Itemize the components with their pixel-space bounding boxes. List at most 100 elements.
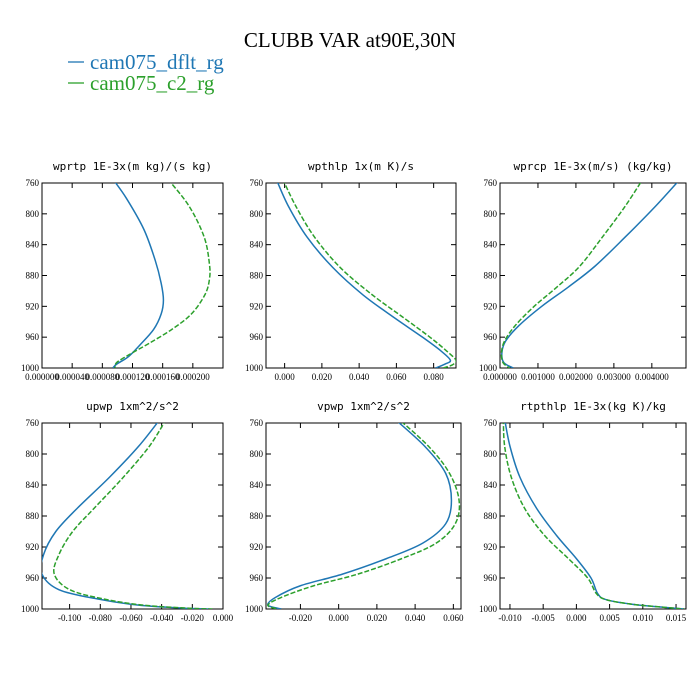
panels: wprtp 1E-3x(m kg)/(s kg) 760 800 840 880 920 9…	[21, 160, 687, 623]
y-tick-label: 1000	[21, 363, 40, 373]
x-tick-label: -0.100	[58, 613, 82, 623]
y-tick-label: 880	[26, 511, 40, 521]
panel-4: upwp 1xm^2/s^2 760 800 840 880 920 960 1000 -0.1…	[21, 400, 234, 623]
y-tick-label: 960	[26, 332, 40, 342]
y-tick-label: 760	[26, 178, 40, 188]
y-tick-label: 960	[250, 573, 264, 583]
y-tick-label: 800	[26, 449, 40, 459]
y-tick-label: 1000	[245, 363, 264, 373]
y-tick-label: 840	[26, 480, 40, 490]
y-tick-label: 1000	[479, 604, 498, 614]
x-tick-label: 0.000	[329, 613, 350, 623]
x-tick-label: -0.060	[119, 613, 143, 623]
x-tick-label: 0.001000	[521, 372, 555, 382]
y-tick-label: 920	[484, 301, 498, 311]
x-tick-label: 0.020	[367, 613, 388, 623]
series-line-c2	[502, 423, 685, 609]
panel-1: wprtp 1E-3x(m kg)/(s kg) 760 800 840 880 920 9…	[21, 160, 224, 382]
y-tick-label: 920	[484, 542, 498, 552]
y-tick-label: 800	[250, 449, 264, 459]
x-tick-label: -0.005	[532, 613, 556, 623]
panel-title: rtpthlp 1E-3x(kg K)/kg	[520, 400, 666, 413]
series-line-dflt	[42, 423, 210, 609]
panel-5: vpwp 1xm^2/s^2 760 800 840 880 920 960 1000 -0.0…	[245, 400, 464, 623]
series-line-dflt	[267, 423, 453, 609]
x-tick-label: 0.000200	[176, 372, 210, 382]
y-tick-label: 840	[250, 480, 264, 490]
x-tick-label: 0.010	[633, 613, 654, 623]
y-tick-label: 920	[250, 542, 264, 552]
y-tick-label: 800	[26, 209, 40, 219]
y-tick-label: 840	[484, 240, 498, 250]
series-line-c2	[114, 183, 211, 368]
y-tick-label: 1000	[245, 604, 264, 614]
x-tick-label: 0.000000	[483, 372, 517, 382]
y-tick-label: 920	[250, 301, 264, 311]
x-tick-label: -0.010	[498, 613, 522, 623]
panel-title: upwp 1xm^2/s^2	[86, 400, 179, 413]
x-tick-label: 0.000120	[116, 372, 150, 382]
x-tick-label: 0.080	[424, 372, 445, 382]
series-line-dflt	[501, 183, 678, 368]
y-tick-label: 800	[250, 209, 264, 219]
series-line-dflt	[504, 423, 685, 609]
y-tick-label: 760	[484, 418, 498, 428]
y-tick-label: 760	[250, 178, 264, 188]
y-tick-label: 960	[250, 332, 264, 342]
x-tick-label: 0.015	[666, 613, 687, 623]
series-line-dflt	[112, 183, 165, 368]
y-tick-label: 880	[484, 511, 498, 521]
y-tick-label: 800	[484, 209, 498, 219]
y-tick-label: 840	[26, 240, 40, 250]
panel-2: wpthlp 1x(m K)/s 760 800 840 880 920 960 1000 0.…	[245, 160, 457, 382]
x-tick-label: 0.005	[599, 613, 620, 623]
x-tick-label: 0.000080	[85, 372, 119, 382]
x-tick-label: -0.020	[289, 613, 313, 623]
panel-title: vpwp 1xm^2/s^2	[317, 400, 410, 413]
series-line-c2	[53, 423, 213, 609]
y-tick-label: 760	[484, 178, 498, 188]
y-tick-label: 760	[250, 418, 264, 428]
y-tick-label: 760	[26, 418, 40, 428]
series-line-dflt	[277, 183, 452, 368]
x-tick-label: 0.000	[566, 613, 587, 623]
y-tick-label: 840	[250, 240, 264, 250]
x-tick-label: 0.000000	[25, 372, 59, 382]
x-tick-label: 0.060	[386, 372, 407, 382]
y-tick-label: 920	[26, 542, 40, 552]
y-tick-label: 880	[26, 271, 40, 281]
y-tick-label: 960	[484, 573, 498, 583]
y-tick-label: 880	[484, 271, 498, 281]
x-tick-label: 0.003000	[597, 372, 631, 382]
panel-title: wprtp 1E-3x(m kg)/(s kg)	[53, 160, 212, 173]
y-tick-label: 960	[26, 573, 40, 583]
x-tick-label: 0.040	[349, 372, 370, 382]
y-tick-label: 1000	[479, 363, 498, 373]
x-tick-label: 0.002000	[559, 372, 593, 382]
x-tick-label: 0.000160	[146, 372, 180, 382]
y-tick-label: 880	[250, 511, 264, 521]
y-tick-label: 840	[484, 480, 498, 490]
x-tick-label: 0.040	[405, 613, 426, 623]
x-tick-label: 0.000040	[55, 372, 89, 382]
x-tick-label: -0.020	[181, 613, 205, 623]
legend-label-dflt: cam075_dflt_rg	[90, 50, 224, 74]
x-tick-label: 0.000	[213, 613, 234, 623]
panel-title: wpthlp 1x(m K)/s	[308, 160, 414, 173]
plot-frame	[41, 182, 224, 369]
y-tick-label: 800	[484, 449, 498, 459]
legend: cam075_dflt_rg cam075_c2_rg	[68, 50, 224, 95]
x-tick-label: 0.020	[312, 372, 333, 382]
legend-label-c2: cam075_c2_rg	[90, 71, 215, 95]
panel-3: wprcp 1E-3x(m/s) (kg/kg) 760 800 840 880 920 9…	[479, 160, 687, 382]
x-tick-label: -0.080	[89, 613, 113, 623]
series-line-c2	[283, 183, 456, 368]
plot-frame	[499, 182, 687, 369]
series-line-c2	[267, 423, 461, 609]
x-tick-label: 0.004000	[635, 372, 669, 382]
y-tick-label: 960	[484, 332, 498, 342]
y-tick-label: 880	[250, 271, 264, 281]
figure-title: CLUBB VAR at90E,30N	[244, 28, 456, 52]
plot-frame	[265, 422, 462, 610]
